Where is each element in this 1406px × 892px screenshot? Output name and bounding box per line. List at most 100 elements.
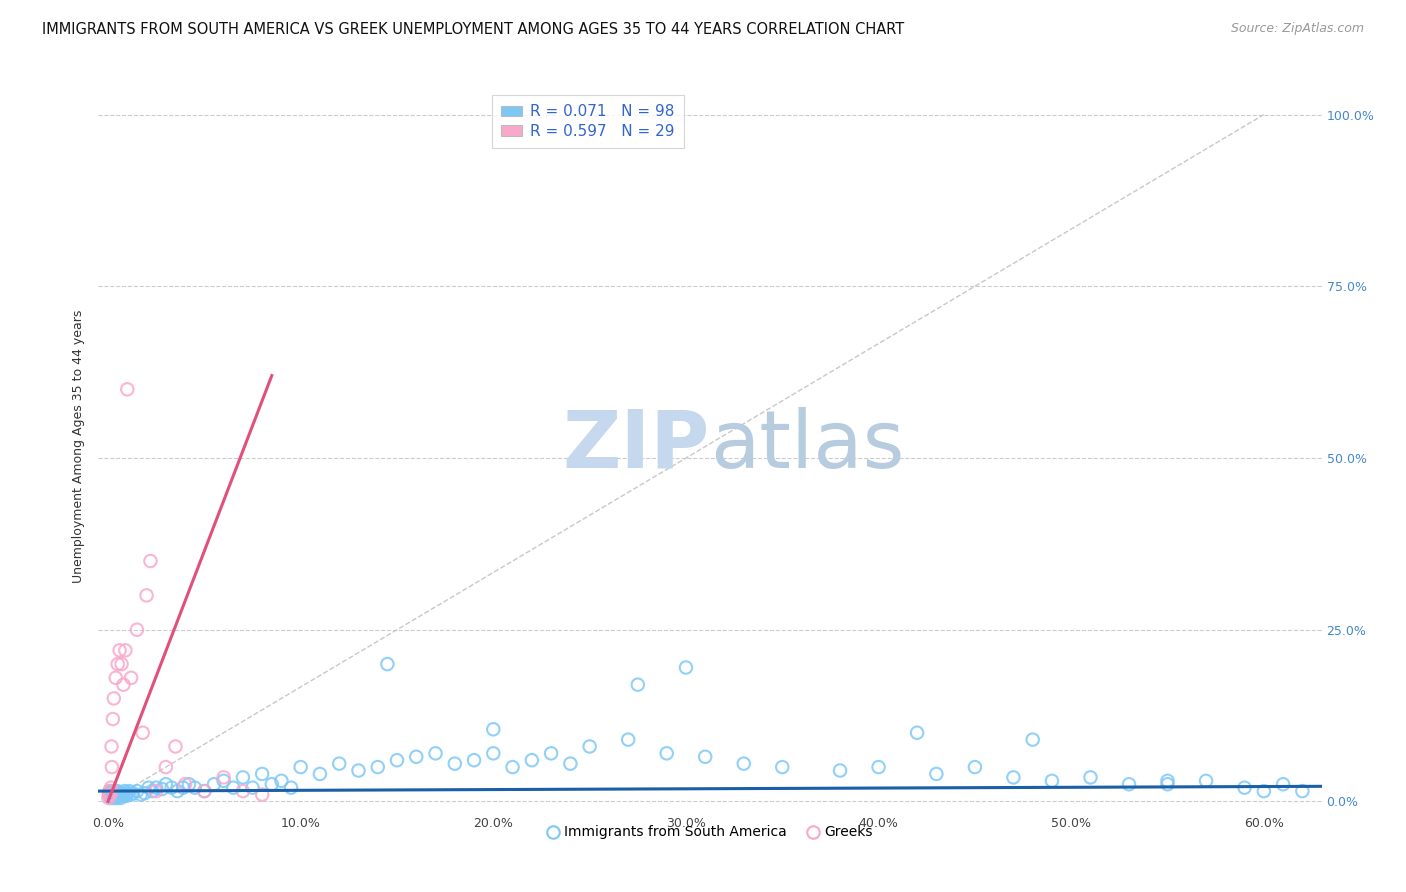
Point — [104, 789, 127, 803]
Legend: Immigrants from South America, Greeks: Immigrants from South America, Greeks — [541, 820, 879, 845]
Point — [134, 786, 156, 800]
Point — [733, 756, 755, 771]
Point — [177, 777, 200, 791]
Point — [107, 786, 129, 800]
Point — [108, 643, 131, 657]
Point — [101, 786, 124, 800]
Point — [347, 764, 370, 778]
Point — [155, 777, 177, 791]
Point — [482, 747, 505, 761]
Point — [232, 784, 254, 798]
Text: ZIP: ZIP — [562, 407, 710, 485]
Point — [160, 780, 183, 795]
Point — [828, 764, 851, 778]
Point — [141, 784, 163, 798]
Point — [110, 657, 132, 671]
Point — [114, 788, 136, 802]
Point — [145, 784, 167, 798]
Point — [98, 786, 121, 800]
Point — [578, 739, 600, 754]
Point — [1253, 784, 1275, 798]
Point — [101, 712, 124, 726]
Point — [101, 789, 124, 803]
Point — [105, 784, 128, 798]
Point — [104, 788, 127, 802]
Point — [100, 739, 122, 754]
Point — [905, 725, 928, 739]
Point — [104, 786, 127, 800]
Point — [184, 780, 207, 795]
Point — [520, 753, 543, 767]
Point — [118, 784, 141, 798]
Point — [98, 788, 121, 802]
Point — [135, 588, 157, 602]
Point — [145, 780, 167, 795]
Point — [105, 788, 128, 802]
Point — [770, 760, 793, 774]
Point — [108, 788, 131, 802]
Point — [540, 747, 562, 761]
Point — [114, 643, 136, 657]
Point — [166, 784, 188, 798]
Point — [1291, 784, 1313, 798]
Point — [120, 671, 142, 685]
Point — [98, 784, 121, 798]
Point — [377, 657, 399, 671]
Point — [117, 786, 139, 800]
Point — [1272, 777, 1295, 791]
Text: atlas: atlas — [710, 407, 904, 485]
Point — [695, 749, 717, 764]
Point — [1233, 780, 1256, 795]
Point — [212, 773, 235, 788]
Point — [675, 660, 697, 674]
Point — [193, 784, 215, 798]
Point — [165, 739, 187, 754]
Point — [443, 756, 465, 771]
Point — [367, 760, 389, 774]
Point — [110, 791, 132, 805]
Point — [1021, 732, 1043, 747]
Point — [100, 788, 122, 802]
Point — [1040, 773, 1063, 788]
Point — [110, 786, 132, 800]
Point — [328, 756, 350, 771]
Point — [104, 671, 127, 685]
Point — [250, 788, 273, 802]
Point — [101, 784, 124, 798]
Point — [107, 788, 129, 802]
Point — [425, 747, 447, 761]
Point — [193, 784, 215, 798]
Point — [868, 760, 890, 774]
Point — [125, 623, 148, 637]
Point — [280, 780, 302, 795]
Point — [560, 756, 582, 771]
Text: Source: ZipAtlas.com: Source: ZipAtlas.com — [1230, 22, 1364, 36]
Point — [405, 749, 427, 764]
Point — [290, 760, 312, 774]
Point — [112, 784, 135, 798]
Point — [112, 678, 135, 692]
Point — [222, 780, 245, 795]
Point — [963, 760, 986, 774]
Point — [132, 725, 155, 739]
Point — [139, 554, 162, 568]
Point — [150, 782, 173, 797]
Y-axis label: Unemployment Among Ages 35 to 44 years: Unemployment Among Ages 35 to 44 years — [72, 310, 86, 582]
Point — [1195, 773, 1218, 788]
Point — [655, 747, 678, 761]
Point — [260, 777, 283, 791]
Point — [107, 657, 129, 671]
Text: IMMIGRANTS FROM SOUTH AMERICA VS GREEK UNEMPLOYMENT AMONG AGES 35 TO 44 YEARS CO: IMMIGRANTS FROM SOUTH AMERICA VS GREEK U… — [42, 22, 904, 37]
Point — [242, 780, 264, 795]
Point — [1002, 771, 1025, 785]
Point — [202, 777, 225, 791]
Point — [250, 767, 273, 781]
Point — [107, 789, 129, 803]
Point — [103, 691, 125, 706]
Point — [1156, 773, 1178, 788]
Point — [120, 788, 142, 802]
Point — [125, 784, 148, 798]
Point — [112, 789, 135, 803]
Point — [617, 732, 640, 747]
Point — [138, 780, 160, 795]
